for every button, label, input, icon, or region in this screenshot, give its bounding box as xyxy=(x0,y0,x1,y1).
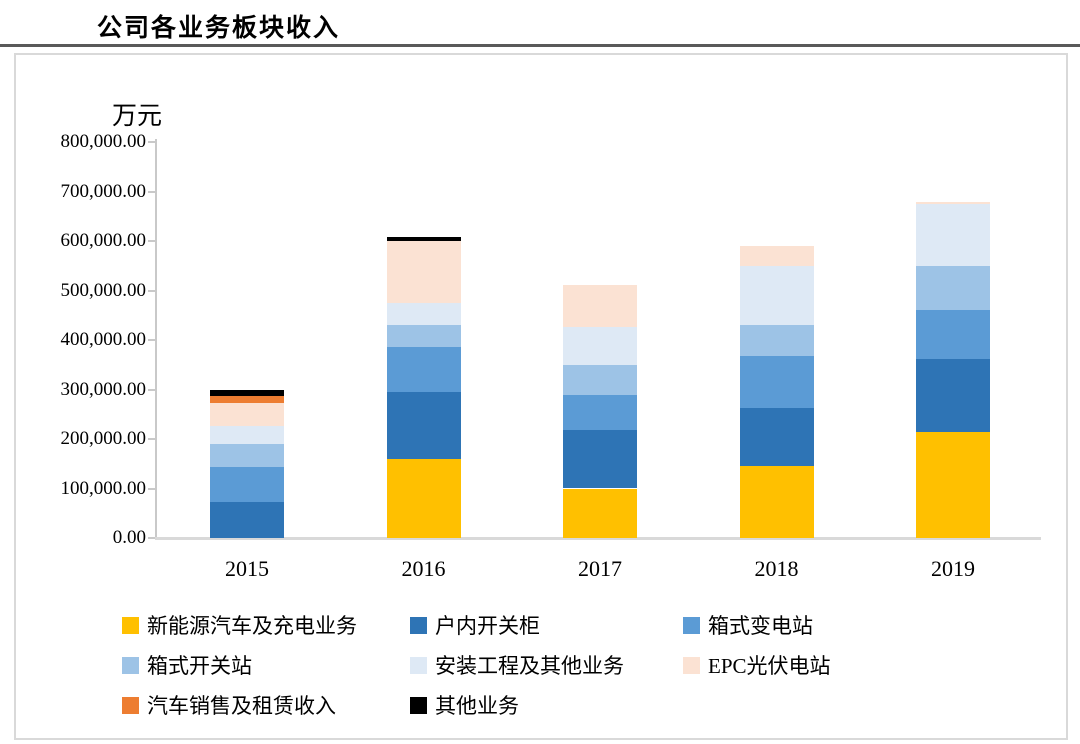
legend-swatch-icon xyxy=(683,616,700,634)
legend-label: 其他业务 xyxy=(435,694,519,718)
x-axis-label-2017: 2017 xyxy=(578,556,622,581)
legend-label: 安装工程及其他业务 xyxy=(435,654,624,678)
bar-segment-2015 xyxy=(210,396,284,404)
legend-item: 箱式变电站 xyxy=(683,610,813,640)
chart-panel xyxy=(14,53,1068,740)
bar-segment-2016 xyxy=(386,347,461,392)
bar-segment-2019 xyxy=(916,359,990,432)
bar-segment-2016 xyxy=(386,237,461,241)
bar-segment-2015 xyxy=(210,390,284,397)
bar-segment-2018 xyxy=(739,245,814,267)
legend-row: 箱式开关站 安装工程及其他业务 EPC光伏电站 xyxy=(122,650,1042,678)
bar-segment-2017 xyxy=(563,327,637,365)
y-axis-line xyxy=(155,139,157,539)
bar-segment-2019 xyxy=(916,309,990,360)
y-tick-mark xyxy=(148,537,156,539)
y-tick-mark xyxy=(148,339,156,341)
legend-swatch-icon xyxy=(122,656,139,674)
bar-segment-2015 xyxy=(210,502,284,538)
y-tick-mark xyxy=(148,141,156,143)
legend-label: EPC光伏电站 xyxy=(708,654,831,678)
legend-label: 户内开关柜 xyxy=(435,614,540,638)
legend-row: 新能源汽车及充电业务 户内开关柜 箱式变电站 xyxy=(122,610,1042,638)
y-tick-mark xyxy=(148,487,156,490)
legend-swatch-icon xyxy=(410,616,427,634)
bar-segment-2019 xyxy=(916,431,990,538)
page-title: 公司各业务板块收入 xyxy=(97,15,341,42)
bar-segment-2019 xyxy=(916,266,990,310)
legend-swatch-icon xyxy=(122,696,139,714)
legend-swatch-icon xyxy=(122,616,139,634)
y-tick-mark xyxy=(148,240,156,242)
legend-swatch-icon xyxy=(410,696,427,714)
y-tick-label: 200,000.00 xyxy=(60,428,147,449)
bar-segment-2016 xyxy=(386,241,461,303)
bar-segment-2018 xyxy=(739,324,814,357)
y-tick-label: 100,000.00 xyxy=(60,477,147,499)
y-tick-label: 800,000.00 xyxy=(60,131,147,152)
y-tick-label: 700,000.00 xyxy=(60,180,147,202)
y-tick-mark xyxy=(148,388,156,391)
bar-segment-2018 xyxy=(739,356,814,408)
bar-segment-2016 xyxy=(386,391,461,459)
bar-segment-2017 xyxy=(563,284,637,328)
bar-segment-2016 xyxy=(386,302,461,326)
bar-segment-2017 xyxy=(563,395,637,431)
bar-segment-2015 xyxy=(210,426,284,445)
legend-item: 汽车销售及租赁收入 xyxy=(122,690,410,720)
bar-segment-2015 xyxy=(210,444,284,467)
title-divider xyxy=(0,44,1080,47)
y-tick-label: 0.00 xyxy=(112,527,146,548)
x-axis-label-2018: 2018 xyxy=(754,556,799,581)
legend-item: 箱式开关站 xyxy=(122,650,410,680)
bar-segment-2015 xyxy=(210,403,284,427)
bar-segment-2018 xyxy=(739,466,814,538)
legend-item: EPC光伏电站 xyxy=(683,650,831,680)
bar-segment-2017 xyxy=(563,488,637,538)
bar-segment-2016 xyxy=(386,458,461,538)
bar-segment-2015 xyxy=(210,466,284,503)
bar-segment-2019 xyxy=(916,204,990,267)
legend-item: 户内开关柜 xyxy=(410,610,683,640)
x-axis-label-2016: 2016 xyxy=(401,556,446,581)
x-axis-label-2015: 2015 xyxy=(225,556,269,581)
y-tick-mark xyxy=(148,438,156,440)
bar-segment-2018 xyxy=(739,266,814,325)
y-tick-label: 400,000.00 xyxy=(60,329,147,350)
legend-item: 新能源汽车及充电业务 xyxy=(122,610,410,640)
legend-swatch-icon xyxy=(683,656,700,674)
bar-segment-2016 xyxy=(386,325,461,348)
bar-segment-2019 xyxy=(916,202,990,205)
x-axis-label-2019: 2019 xyxy=(931,556,975,581)
y-axis-unit-label: 万元 xyxy=(112,103,163,130)
legend-label: 汽车销售及租赁收入 xyxy=(147,694,336,718)
y-tick-label: 500,000.00 xyxy=(60,279,147,301)
chart-legend: 新能源汽车及充电业务 户内开关柜 箱式变电站箱式开关站 安装工程及其他业务 EPC光伏电… xyxy=(122,610,1042,730)
y-tick-label: 300,000.00 xyxy=(60,378,147,400)
legend-label: 新能源汽车及充电业务 xyxy=(147,614,357,638)
legend-row: 汽车销售及租赁收入 其他业务 xyxy=(122,690,1042,718)
y-tick-mark xyxy=(148,190,156,193)
legend-swatch-icon xyxy=(410,656,427,674)
legend-label: 箱式开关站 xyxy=(147,654,252,678)
legend-label: 箱式变电站 xyxy=(708,614,813,638)
bar-segment-2018 xyxy=(739,407,814,467)
legend-item: 其他业务 xyxy=(410,690,683,720)
bar-segment-2017 xyxy=(563,364,637,396)
legend-item: 安装工程及其他业务 xyxy=(410,650,683,680)
x-axis-line xyxy=(155,537,1041,540)
y-tick-mark xyxy=(148,289,156,292)
y-tick-label: 600,000.00 xyxy=(60,230,147,251)
bar-segment-2017 xyxy=(563,430,637,489)
